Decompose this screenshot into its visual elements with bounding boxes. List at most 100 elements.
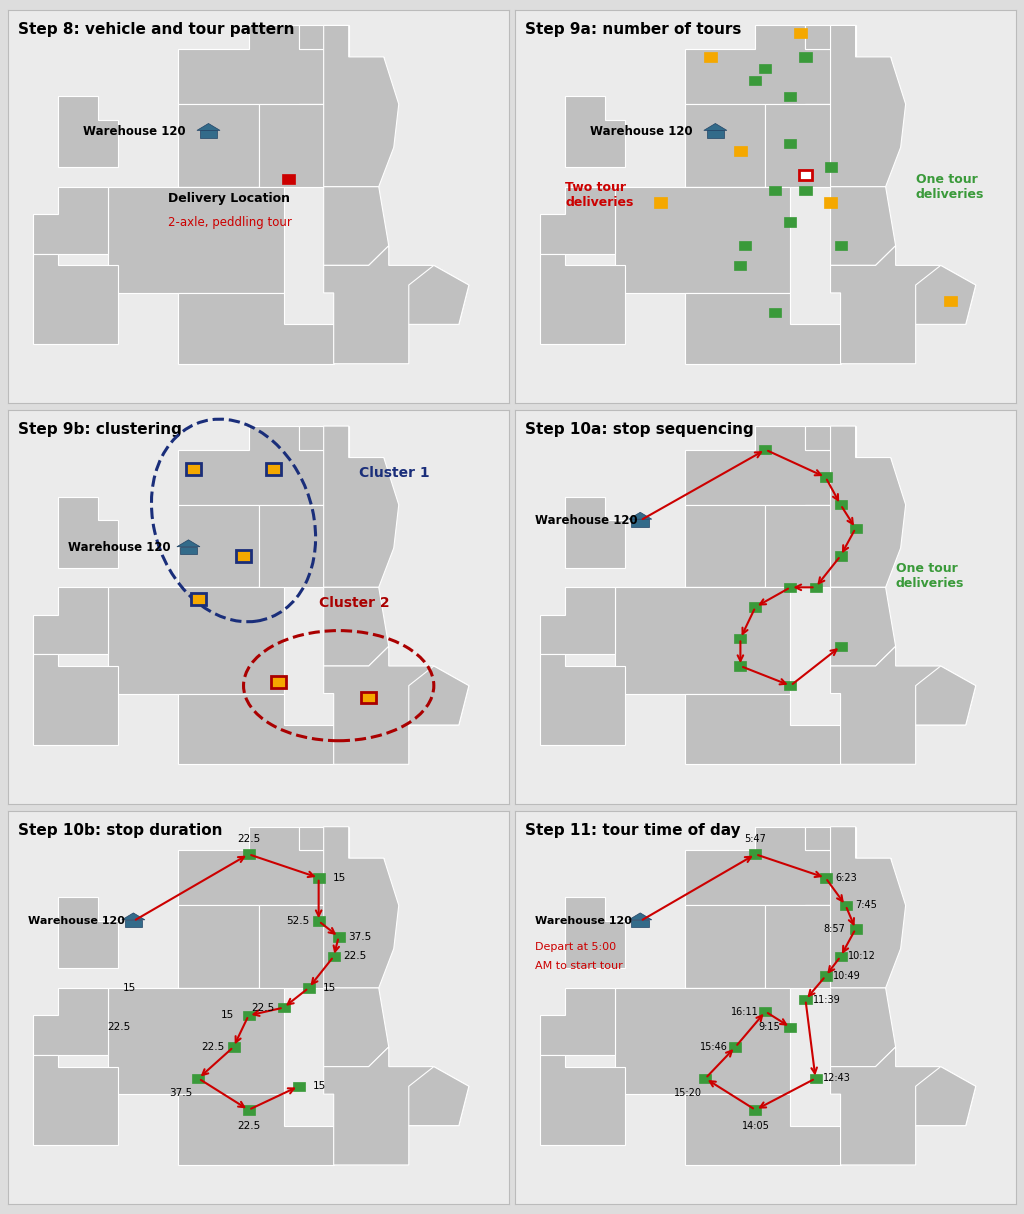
Polygon shape bbox=[784, 681, 797, 691]
Polygon shape bbox=[830, 25, 905, 187]
Polygon shape bbox=[266, 464, 282, 475]
Polygon shape bbox=[799, 170, 812, 180]
Polygon shape bbox=[830, 588, 896, 666]
Polygon shape bbox=[750, 1105, 762, 1114]
Text: 22.5: 22.5 bbox=[343, 952, 367, 961]
Polygon shape bbox=[685, 426, 830, 505]
Polygon shape bbox=[760, 64, 771, 73]
Polygon shape bbox=[540, 1055, 626, 1145]
Polygon shape bbox=[312, 917, 325, 926]
Polygon shape bbox=[734, 662, 746, 670]
Text: Warehouse 120: Warehouse 120 bbox=[536, 514, 638, 527]
Polygon shape bbox=[178, 693, 334, 765]
Polygon shape bbox=[729, 1043, 741, 1051]
Polygon shape bbox=[800, 995, 811, 1004]
Polygon shape bbox=[312, 873, 325, 883]
Polygon shape bbox=[769, 186, 781, 195]
Polygon shape bbox=[122, 913, 145, 920]
Text: Step 10a: stop sequencing: Step 10a: stop sequencing bbox=[525, 422, 754, 437]
Text: AM to start tour: AM to start tour bbox=[536, 961, 623, 971]
Text: Delivery Location: Delivery Location bbox=[168, 192, 291, 205]
Polygon shape bbox=[179, 546, 198, 555]
Polygon shape bbox=[190, 594, 206, 605]
Polygon shape bbox=[58, 497, 119, 568]
Text: One tour
deliveries: One tour deliveries bbox=[896, 562, 964, 590]
Text: 16:11: 16:11 bbox=[730, 1006, 759, 1016]
Polygon shape bbox=[324, 25, 398, 187]
Polygon shape bbox=[835, 242, 847, 250]
Polygon shape bbox=[840, 901, 852, 910]
Polygon shape bbox=[324, 827, 398, 988]
Polygon shape bbox=[632, 520, 649, 527]
Polygon shape bbox=[830, 646, 976, 765]
Polygon shape bbox=[685, 104, 830, 187]
Text: 11:39: 11:39 bbox=[813, 994, 841, 1005]
Polygon shape bbox=[178, 505, 324, 588]
Polygon shape bbox=[810, 583, 821, 592]
Polygon shape bbox=[810, 1073, 821, 1083]
Polygon shape bbox=[830, 426, 905, 588]
Text: Step 9b: clustering: Step 9b: clustering bbox=[18, 422, 182, 437]
Polygon shape bbox=[703, 52, 717, 62]
Polygon shape bbox=[409, 266, 469, 324]
Polygon shape bbox=[685, 293, 841, 364]
Polygon shape bbox=[800, 52, 811, 62]
Polygon shape bbox=[178, 906, 324, 988]
Polygon shape bbox=[915, 666, 976, 725]
Polygon shape bbox=[734, 634, 746, 643]
Polygon shape bbox=[835, 642, 847, 651]
Polygon shape bbox=[739, 242, 752, 250]
Text: Step 10b: stop duration: Step 10b: stop duration bbox=[18, 823, 222, 838]
Polygon shape bbox=[784, 1022, 797, 1032]
Text: 5:47: 5:47 bbox=[744, 834, 766, 844]
Text: 22.5: 22.5 bbox=[251, 1003, 274, 1012]
Polygon shape bbox=[615, 104, 766, 187]
Text: 22.5: 22.5 bbox=[237, 1122, 260, 1131]
Polygon shape bbox=[243, 1105, 255, 1114]
Polygon shape bbox=[33, 254, 119, 344]
Polygon shape bbox=[653, 198, 667, 208]
Polygon shape bbox=[819, 472, 831, 482]
Text: Cluster 2: Cluster 2 bbox=[318, 596, 389, 609]
Text: 37.5: 37.5 bbox=[169, 1089, 193, 1099]
Polygon shape bbox=[324, 588, 389, 666]
Polygon shape bbox=[109, 906, 258, 988]
Polygon shape bbox=[33, 654, 119, 744]
Polygon shape bbox=[324, 646, 469, 765]
Text: 9:15: 9:15 bbox=[759, 1022, 780, 1032]
Text: 12:43: 12:43 bbox=[822, 1073, 851, 1083]
Polygon shape bbox=[806, 827, 891, 906]
Polygon shape bbox=[835, 551, 847, 561]
Text: Cluster 1: Cluster 1 bbox=[358, 466, 429, 481]
Polygon shape bbox=[760, 1006, 771, 1016]
Polygon shape bbox=[33, 187, 109, 254]
Polygon shape bbox=[324, 245, 469, 364]
Text: 8:57: 8:57 bbox=[823, 924, 846, 934]
Polygon shape bbox=[178, 104, 324, 187]
Polygon shape bbox=[615, 906, 766, 988]
Polygon shape bbox=[193, 1073, 205, 1083]
Text: 37.5: 37.5 bbox=[348, 932, 372, 942]
Polygon shape bbox=[734, 146, 746, 157]
Text: Warehouse 120: Warehouse 120 bbox=[536, 917, 632, 926]
Polygon shape bbox=[784, 138, 797, 148]
Text: Warehouse 120: Warehouse 120 bbox=[590, 125, 693, 138]
Polygon shape bbox=[615, 588, 791, 693]
Polygon shape bbox=[835, 500, 847, 510]
Polygon shape bbox=[629, 512, 652, 520]
Polygon shape bbox=[835, 952, 847, 961]
Text: 15:46: 15:46 bbox=[700, 1042, 728, 1053]
Polygon shape bbox=[324, 988, 389, 1067]
Polygon shape bbox=[769, 308, 781, 317]
Text: 15: 15 bbox=[323, 983, 336, 993]
Polygon shape bbox=[278, 1003, 290, 1012]
Polygon shape bbox=[699, 1073, 712, 1083]
Polygon shape bbox=[750, 75, 762, 85]
Text: 22.5: 22.5 bbox=[237, 834, 260, 844]
Polygon shape bbox=[685, 827, 830, 906]
Polygon shape bbox=[197, 124, 220, 130]
Text: Depart at 5:00: Depart at 5:00 bbox=[536, 942, 616, 952]
Text: Two tour
deliveries: Two tour deliveries bbox=[565, 181, 634, 209]
Polygon shape bbox=[707, 130, 724, 138]
Polygon shape bbox=[824, 198, 837, 208]
